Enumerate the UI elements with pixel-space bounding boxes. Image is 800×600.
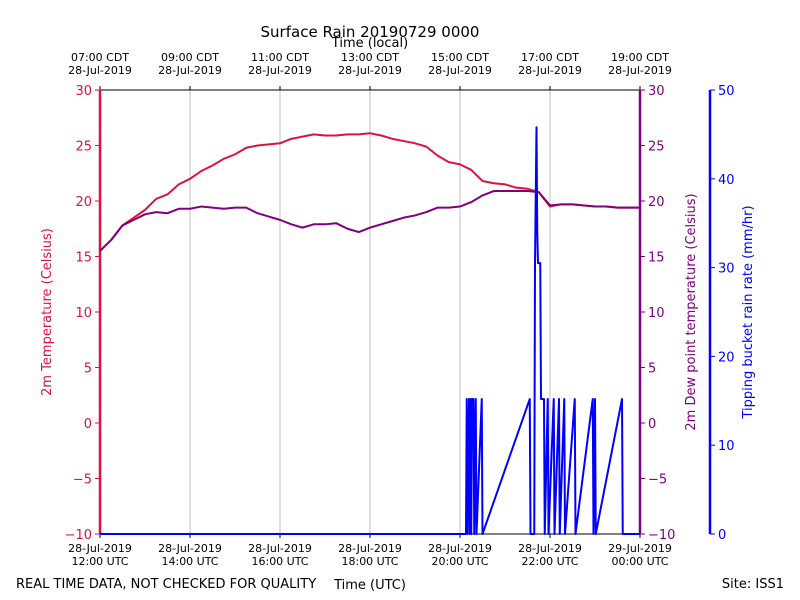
- x-tick-label: 28-Jul-2019 14:00 UTC: [158, 542, 222, 568]
- x-tick-label: 28-Jul-2019 20:00 UTC: [428, 542, 492, 568]
- y2-tick-label: 15: [648, 251, 665, 266]
- top-tick-label: 07:00 CDT 28-Jul-2019: [68, 51, 132, 77]
- chart-title: Surface Rain 20190729 0000: [261, 23, 480, 41]
- y2-tick-label: 10: [648, 306, 665, 321]
- top-tick-label: 09:00 CDT 28-Jul-2019: [158, 51, 222, 77]
- y3-axis-label: Tipping bucket rain rate (mm/hr): [741, 205, 756, 419]
- y-tick-label: 0: [84, 417, 92, 432]
- footer-note: REAL TIME DATA, NOT CHECKED FOR QUALITY: [16, 577, 316, 592]
- series-line: [99, 132, 640, 252]
- y3-tick-label: 50: [718, 84, 735, 99]
- y-axis-label: 2m Temperature (Celsius): [40, 228, 55, 396]
- x-axis-label: Time (UTC): [333, 578, 406, 593]
- x-tick-label: 28-Jul-2019 12:00 UTC: [68, 542, 132, 568]
- y2-tick-label: 25: [648, 140, 665, 155]
- top-tick-label: 15:00 CDT 28-Jul-2019: [428, 51, 492, 77]
- y-tick-label: 15: [75, 251, 92, 266]
- y2-axis-label: 2m Dew point temperature (Celsius): [684, 193, 699, 430]
- series-line: [99, 190, 640, 252]
- y3-tick-label: 40: [718, 173, 735, 188]
- y-tick-label: −10: [65, 528, 92, 543]
- site-label: Site: ISS1: [722, 577, 784, 592]
- y-tick-label: 25: [75, 140, 92, 155]
- y3-tick-label: 10: [718, 439, 735, 454]
- series-line: [100, 126, 640, 535]
- y-tick-label: 5: [84, 362, 92, 377]
- top-tick-label: 19:00 CDT 28-Jul-2019: [608, 51, 672, 77]
- y2-tick-label: 5: [648, 362, 656, 377]
- y2-tick-label: −10: [648, 528, 675, 543]
- y-tick-label: 30: [75, 84, 92, 99]
- x-tick-label: 29-Jul-2019 00:00 UTC: [608, 542, 672, 568]
- x-tick-label: 28-Jul-2019 22:00 UTC: [518, 542, 582, 568]
- top-tick-label: 17:00 CDT 28-Jul-2019: [518, 51, 582, 77]
- top-tick-label: 11:00 CDT 28-Jul-2019: [248, 51, 312, 77]
- top-tick-label: 13:00 CDT 28-Jul-2019: [338, 51, 402, 77]
- y2-tick-label: −5: [648, 473, 667, 488]
- y-tick-label: 10: [75, 306, 92, 321]
- y3-tick-label: 20: [718, 350, 735, 365]
- x-tick-label: 28-Jul-2019 16:00 UTC: [248, 542, 312, 568]
- y3-tick-label: 0: [718, 528, 726, 543]
- top-axis-label: Time (local): [331, 36, 408, 51]
- y-tick-label: 20: [75, 195, 92, 210]
- y-tick-label: −5: [73, 473, 92, 488]
- x-tick-label: 28-Jul-2019 18:00 UTC: [338, 542, 402, 568]
- y3-tick-label: 30: [718, 262, 735, 277]
- y2-tick-label: 20: [648, 195, 665, 210]
- y2-tick-label: 0: [648, 417, 656, 432]
- y2-tick-label: 30: [648, 84, 665, 99]
